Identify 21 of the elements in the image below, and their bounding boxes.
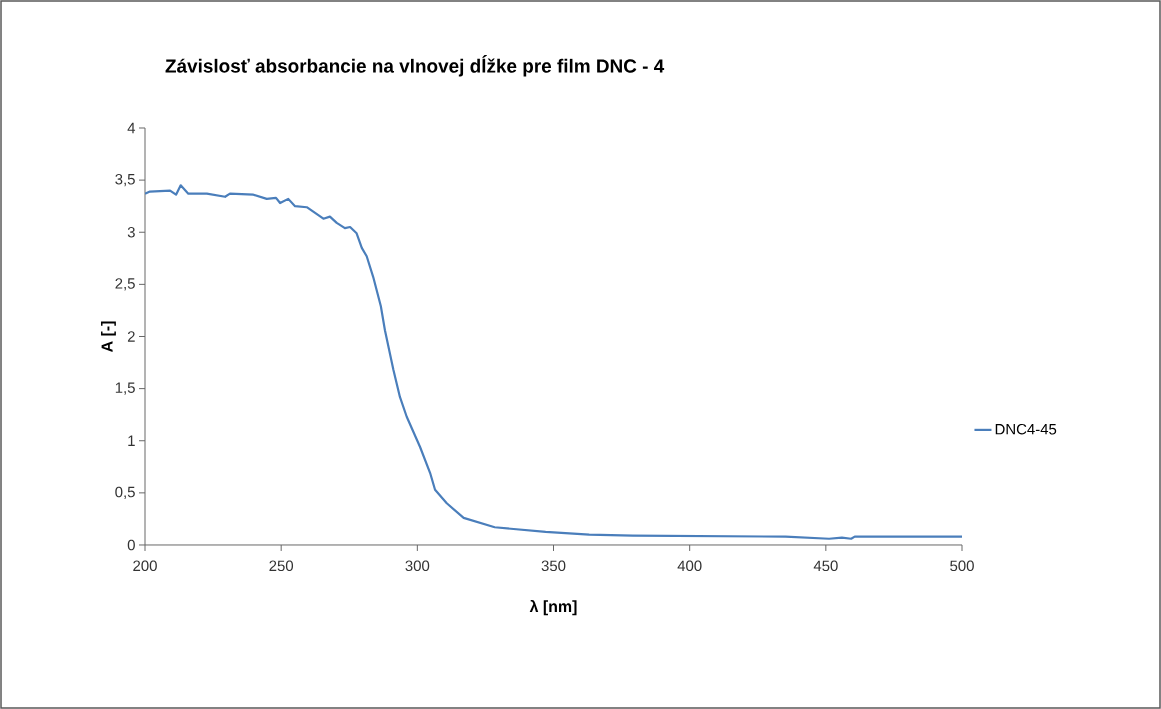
y-tick-label: 3 — [127, 226, 135, 238]
y-tick-label: 1 — [128, 435, 135, 446]
x-axis-title: λ [nm] — [529, 599, 577, 616]
x-tick-label: 200 — [133, 560, 157, 572]
y-axis-title: A [-] — [101, 321, 116, 353]
legend-label: DNC4-45 — [995, 423, 1057, 435]
y-tick-label: 1,5 — [115, 382, 135, 395]
y-tick-label: 4 — [127, 122, 136, 134]
chart-title: Závislosť absorbancie na vlnovej dĺžke pre film DNC - 4 — [165, 55, 665, 77]
x-tick-label: 250 — [269, 560, 294, 572]
x-tick-label: 300 — [405, 560, 430, 572]
x-tick-label: 350 — [541, 560, 566, 572]
x-tick-label: 450 — [813, 560, 838, 572]
y-tick-label: 2,5 — [115, 278, 135, 291]
x-tick-label: 400 — [677, 560, 702, 572]
line-series — [145, 184, 963, 540]
y-tick-label: 0 — [127, 539, 135, 551]
y-tick-label: 3,5 — [115, 173, 135, 187]
y-tick-label: 0,5 — [115, 486, 135, 500]
x-tick-label: 500 — [950, 560, 974, 572]
y-tick-label: 2 — [127, 331, 135, 342]
